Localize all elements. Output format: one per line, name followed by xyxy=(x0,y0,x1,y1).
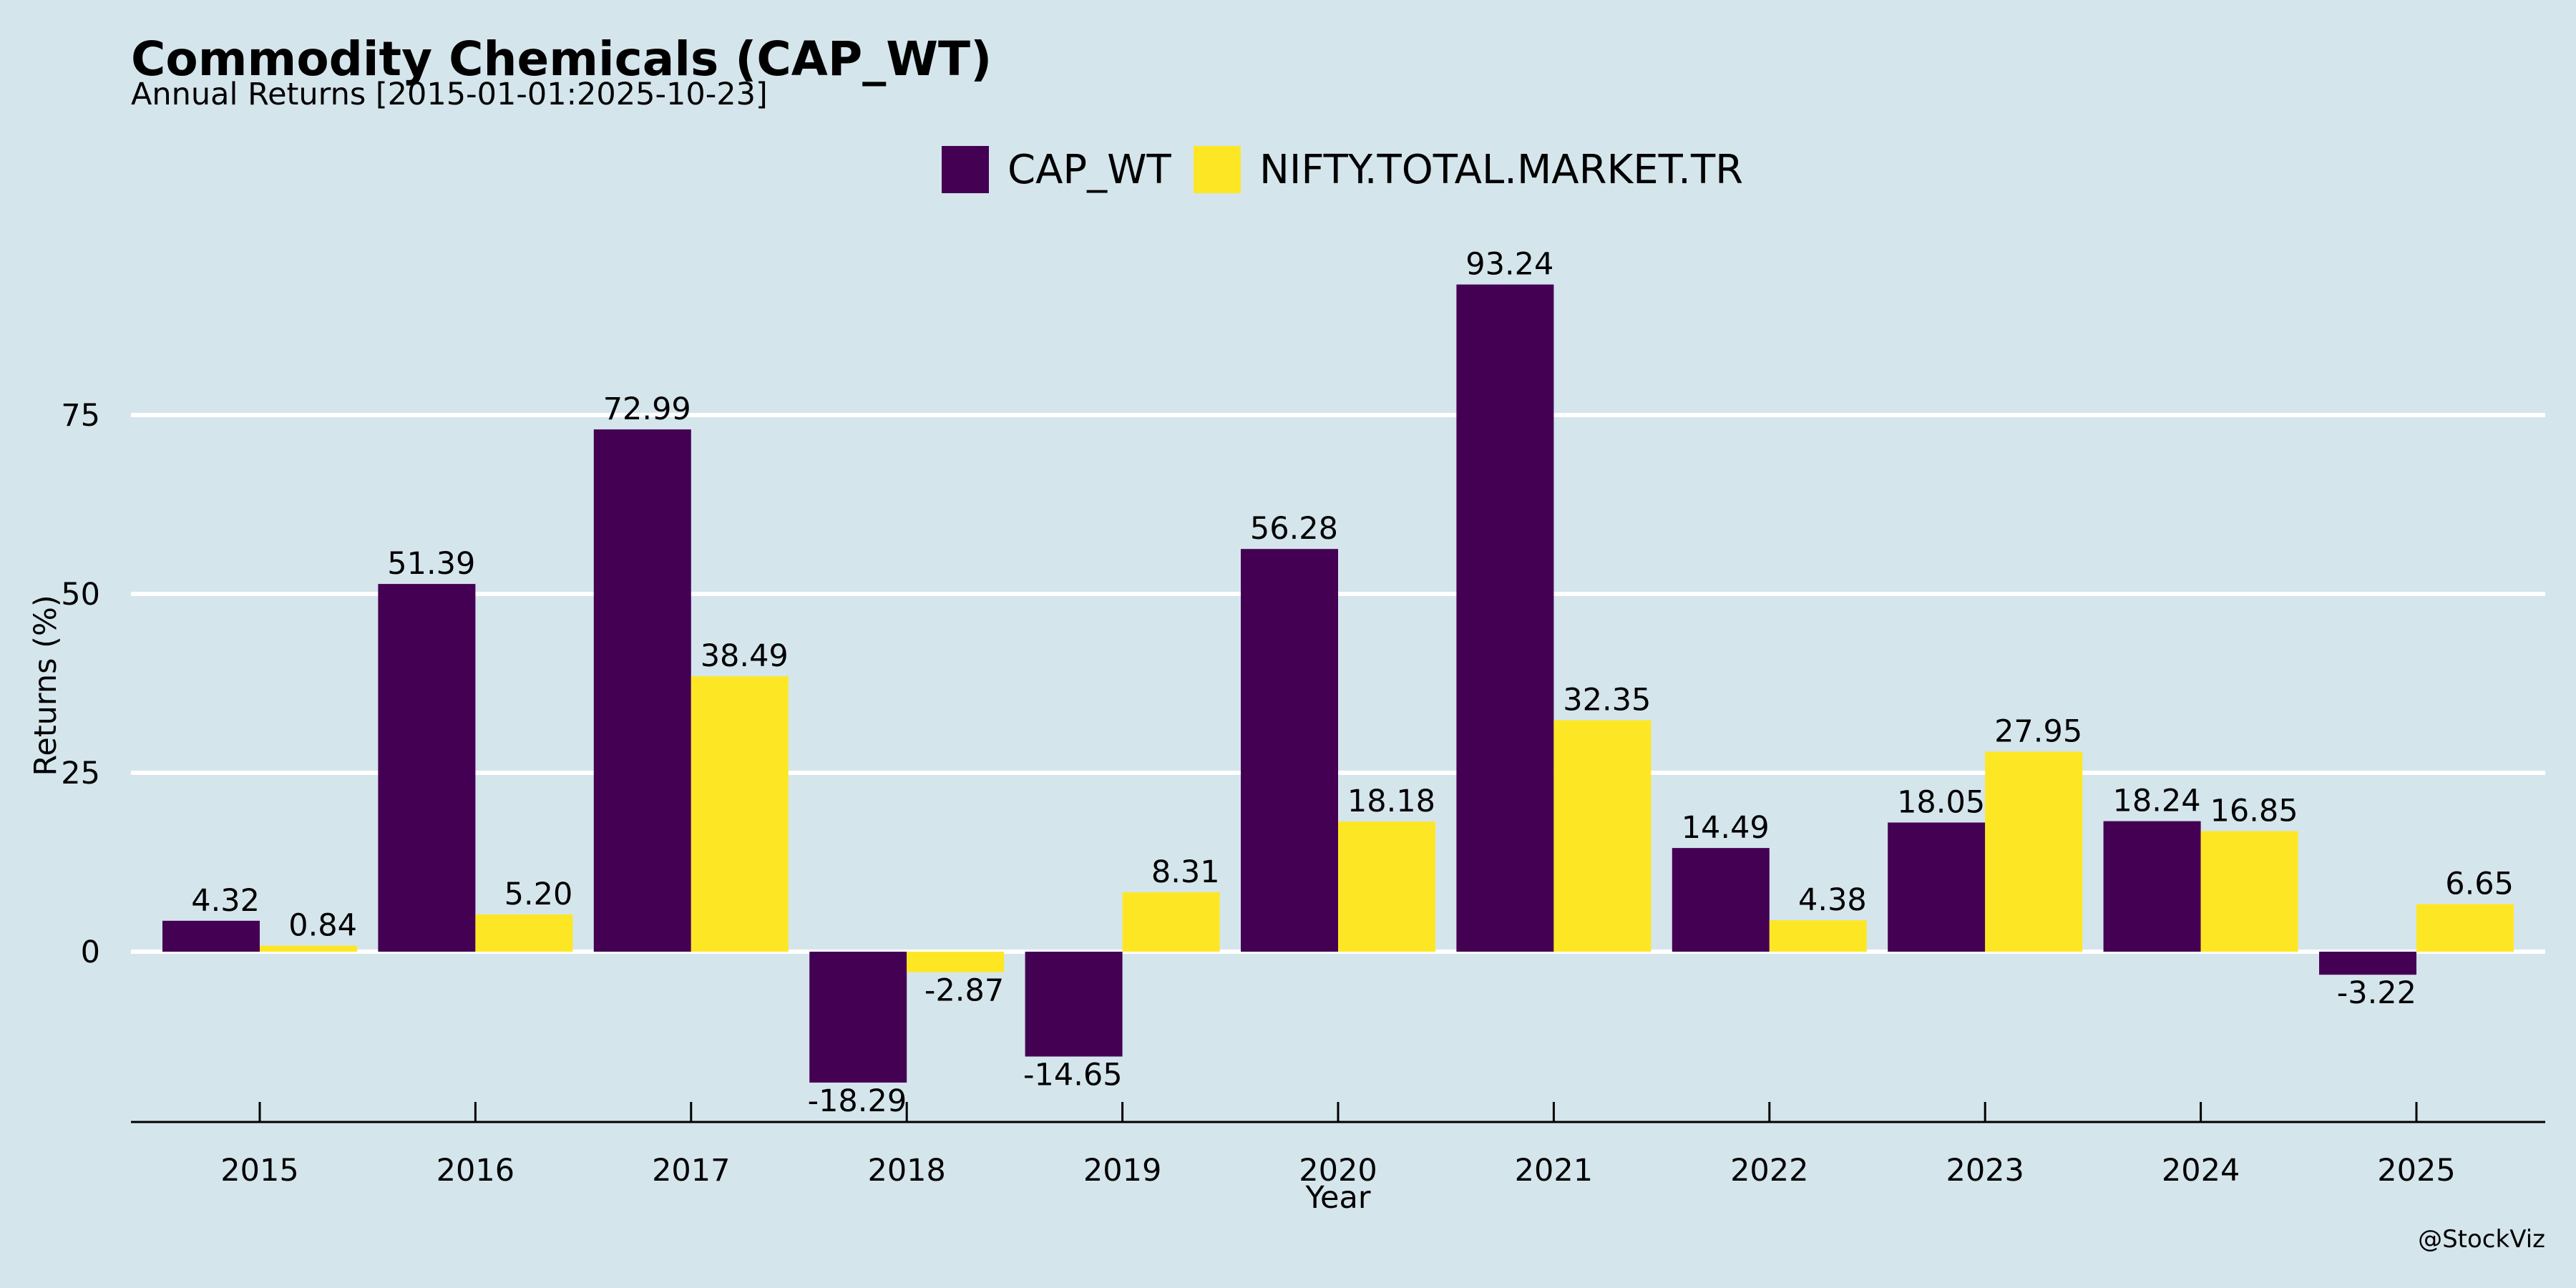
bars xyxy=(162,284,2514,1083)
x-tick-label: 2015 xyxy=(220,1153,298,1189)
bar-value-label: 51.39 xyxy=(387,546,475,582)
bar-nifty-total-market-tr xyxy=(1769,920,1867,952)
bar-cap-wt xyxy=(2103,821,2201,952)
credit-label: @StockViz xyxy=(2418,1225,2545,1254)
bar-nifty-total-market-tr xyxy=(1553,720,1652,952)
bar-value-label: 4.32 xyxy=(191,883,260,919)
legend-swatch xyxy=(1194,146,1241,193)
legend: CAP_WT NIFTY.TOTAL.MARKET.TR xyxy=(942,146,1743,193)
bar-nifty-total-market-tr xyxy=(2416,904,2514,952)
bar-nifty-total-market-tr xyxy=(691,676,789,952)
bar-value-label: 6.65 xyxy=(2445,867,2514,902)
bar-value-label: 32.35 xyxy=(1563,683,1651,718)
bar-value-labels: 4.32 0.84 51.39 5.20 72.99 38.49 -18.29 -2.87 -1… xyxy=(191,247,2514,1119)
bar-cap-wt xyxy=(162,920,260,952)
bar-value-label: 56.28 xyxy=(1250,511,1338,547)
y-tick-label: 50 xyxy=(61,577,100,613)
bar-nifty-total-market-tr xyxy=(1122,892,1220,952)
legend-label: CAP_WT xyxy=(1008,147,1172,193)
bar-value-label: -2.87 xyxy=(924,973,1004,1009)
chart-subtitle: Annual Returns [2015-01-01:2025-10-23] xyxy=(131,77,768,112)
y-tick-label: 75 xyxy=(61,398,100,434)
bar-cap-wt xyxy=(1025,952,1123,1057)
bar-cap-wt xyxy=(809,952,907,1083)
x-axis-ticks: 2015 2016 2017 2018 2019 2020 2021 2022 2023 2024… xyxy=(220,1102,2456,1189)
bar-cap-wt xyxy=(593,429,691,952)
bar-value-label: 5.20 xyxy=(504,877,573,912)
bar-value-label: -3.22 xyxy=(2337,975,2416,1011)
legend-label: NIFTY.TOTAL.MARKET.TR xyxy=(1259,147,1743,193)
x-tick-label: 2024 xyxy=(2162,1153,2240,1189)
bar-value-label: 8.31 xyxy=(1151,854,1220,890)
bar-value-label: 38.49 xyxy=(701,638,789,674)
bar-value-label: 72.99 xyxy=(603,391,691,427)
bar-value-label: -18.29 xyxy=(808,1083,907,1119)
bar-nifty-total-market-tr xyxy=(907,952,1005,972)
bar-nifty-total-market-tr xyxy=(475,914,573,952)
bar-value-label: 16.85 xyxy=(2210,794,2298,829)
bar-nifty-total-market-tr xyxy=(260,945,357,952)
bar-value-label: 18.05 xyxy=(1897,785,1985,821)
bar-cap-wt xyxy=(378,584,476,952)
bar-value-label: 14.49 xyxy=(1682,810,1770,846)
x-tick-label: 2018 xyxy=(867,1153,945,1189)
y-tick-label: 0 xyxy=(81,935,100,970)
bar-cap-wt xyxy=(2319,952,2416,975)
x-axis-label: Year xyxy=(1304,1180,1370,1216)
x-tick-label: 2020 xyxy=(1299,1153,1377,1189)
bar-value-label: -14.65 xyxy=(1023,1058,1123,1093)
bar-cap-wt xyxy=(1672,848,1770,952)
x-tick-label: 2025 xyxy=(2377,1153,2455,1189)
bar-value-label: 18.18 xyxy=(1347,784,1435,819)
x-tick-label: 2021 xyxy=(1515,1153,1593,1189)
bar-cap-wt xyxy=(1456,284,1554,952)
y-tick-label: 25 xyxy=(61,756,100,791)
bar-nifty-total-market-tr xyxy=(1338,821,1435,952)
chart-title: Commodity Chemicals (CAP_WT) xyxy=(131,31,992,87)
x-tick-label: 2017 xyxy=(652,1153,730,1189)
bar-nifty-total-market-tr xyxy=(2200,831,2298,952)
x-tick-label: 2016 xyxy=(436,1153,514,1189)
bar-value-label: 18.24 xyxy=(2112,784,2200,819)
x-tick-label: 2022 xyxy=(1730,1153,1808,1189)
y-axis-label: Returns (%) xyxy=(28,595,64,776)
y-axis-ticks: 0 25 50 75 xyxy=(61,398,100,970)
bar-value-label: 0.84 xyxy=(288,908,357,944)
bar-value-label: 27.95 xyxy=(1994,714,2082,750)
bar-cap-wt xyxy=(1241,549,1338,952)
bar-value-label: 93.24 xyxy=(1465,247,1553,283)
x-tick-label: 2023 xyxy=(1946,1153,2024,1189)
x-tick-label: 2019 xyxy=(1083,1153,1161,1189)
bar-cap-wt xyxy=(1888,822,1986,952)
bar-value-label: 4.38 xyxy=(1798,882,1867,918)
bar-nifty-total-market-tr xyxy=(1985,751,2083,952)
legend-swatch xyxy=(942,146,989,193)
